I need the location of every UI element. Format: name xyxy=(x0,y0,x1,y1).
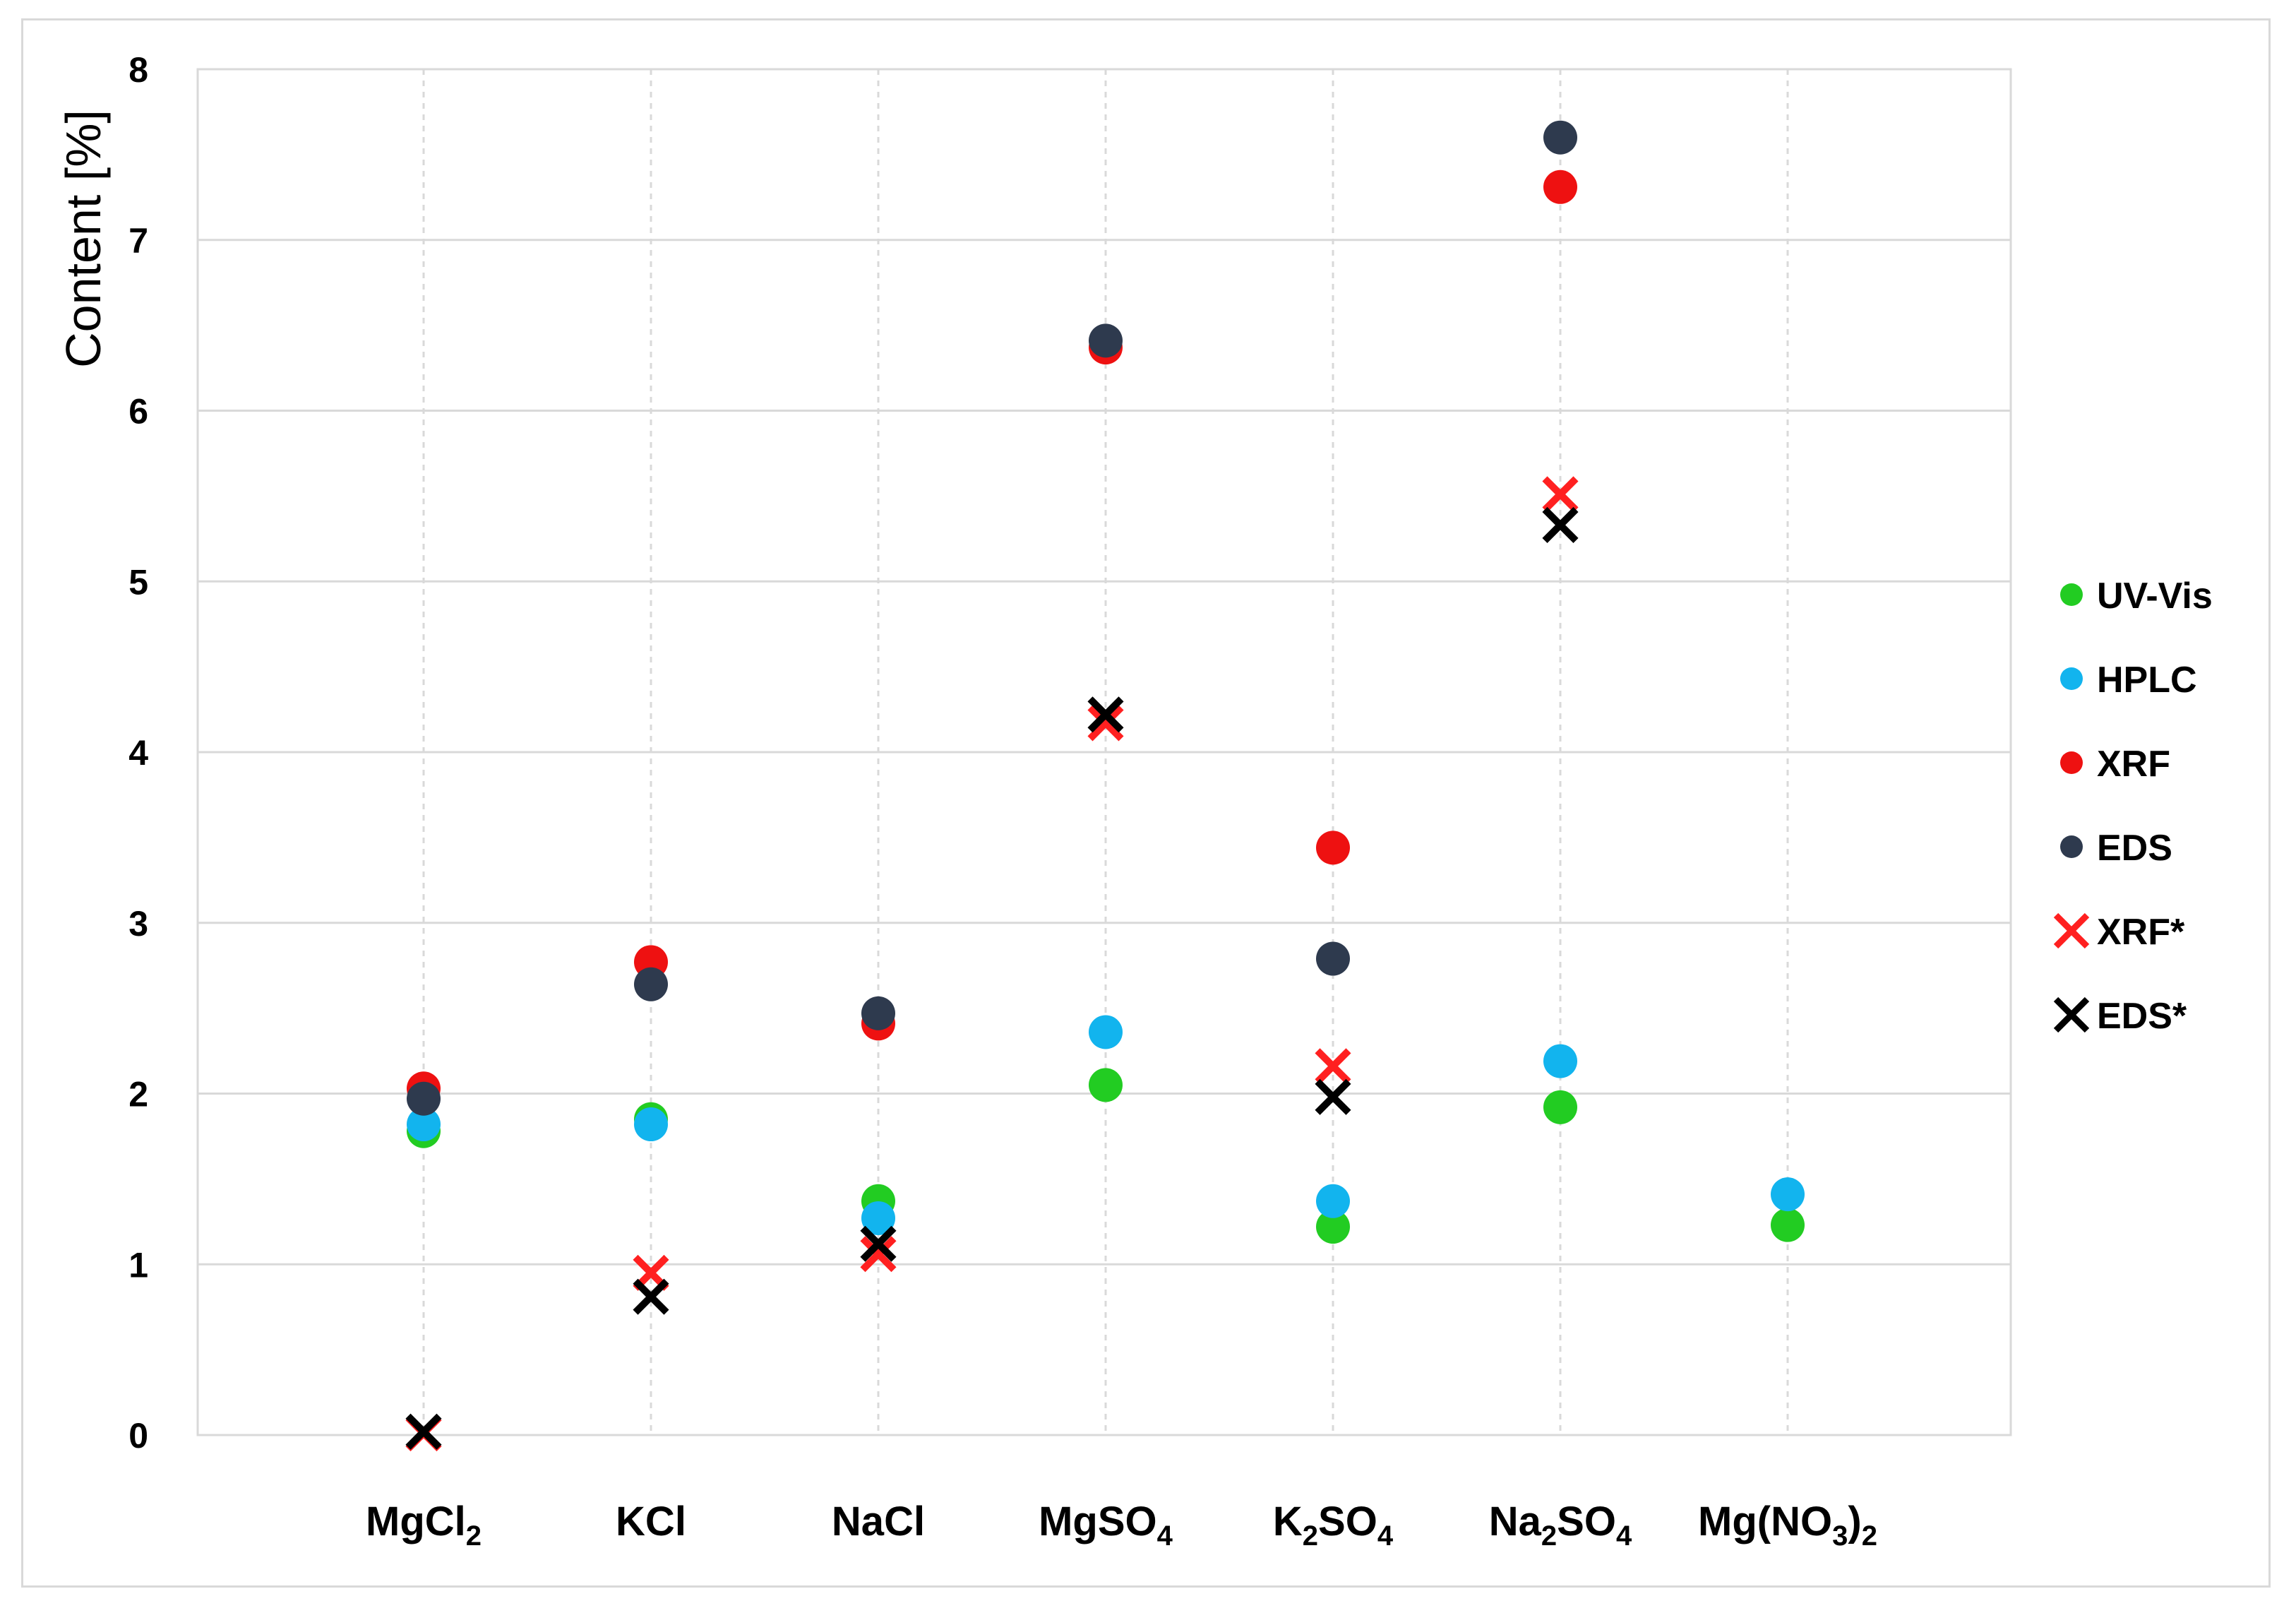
legend-label: XRF xyxy=(2097,744,2170,785)
xrf-point xyxy=(1543,169,1577,204)
legend-marker xyxy=(2060,667,2083,690)
y-tick-label: 4 xyxy=(128,733,148,773)
grid xyxy=(198,69,2011,1435)
x-category-label: NaCl xyxy=(832,1499,925,1544)
legend-marker xyxy=(2060,583,2083,606)
legend-item-eds: EDS xyxy=(2060,828,2172,869)
eds-point xyxy=(634,967,668,1001)
legend-item-hplc: HPLC xyxy=(2060,660,2197,701)
y-tick-label: 2 xyxy=(128,1075,148,1114)
eds-star-point xyxy=(1087,696,1124,733)
uv-vis-point xyxy=(1543,1090,1577,1124)
xrf-star-point xyxy=(1315,1048,1351,1085)
eds-star-point xyxy=(860,1225,897,1262)
eds-star-point xyxy=(405,1413,442,1450)
hplc-point xyxy=(634,1107,668,1142)
eds-point xyxy=(861,996,895,1030)
legend: UV-Vis HPLC XRF EDS XRF* EDS* xyxy=(2053,576,2213,1037)
legend-marker xyxy=(2060,751,2083,774)
y-tick-label: 8 xyxy=(128,50,148,90)
legend-label: HPLC xyxy=(2097,660,2197,701)
y-tick-label: 0 xyxy=(128,1416,148,1456)
legend-item-eds-star: EDS* xyxy=(2053,996,2187,1037)
hplc-point xyxy=(1089,1015,1123,1049)
plot-area xyxy=(196,68,2012,1436)
xrf-star-point xyxy=(1542,476,1579,513)
legend-item-xrf-star: XRF* xyxy=(2053,912,2185,953)
uv-vis-point xyxy=(1089,1068,1123,1102)
uv-vis-point xyxy=(1316,1210,1350,1244)
eds-star-point xyxy=(1542,506,1579,544)
eds-point xyxy=(1316,941,1350,976)
y-tick-label: 6 xyxy=(128,392,148,431)
legend-item-uv-vis: UV-Vis xyxy=(2060,576,2213,617)
hplc-point xyxy=(407,1107,441,1142)
legend-label: XRF* xyxy=(2097,912,2185,953)
uv-vis-point xyxy=(1771,1208,1805,1242)
xrf-star-point xyxy=(1087,705,1124,742)
x-category-label: KCl xyxy=(616,1499,686,1544)
eds-star-point xyxy=(1315,1078,1351,1115)
y-tick-label: 7 xyxy=(128,221,148,261)
y-axis-ticks: 0 1 2 3 4 5 6 7 8 xyxy=(128,50,148,1456)
x-category-label: MgSO4 xyxy=(1039,1499,1173,1552)
y-tick-label: 1 xyxy=(128,1245,148,1285)
hplc-point xyxy=(1771,1177,1805,1212)
y-axis-label: Content [%] xyxy=(56,109,111,368)
eds-point xyxy=(407,1081,441,1116)
x-category-label: Na2SO4 xyxy=(1489,1499,1632,1552)
legend-marker xyxy=(2053,996,2090,1033)
hplc-point xyxy=(1543,1044,1577,1078)
hplc-point xyxy=(861,1201,895,1235)
legend-label: EDS* xyxy=(2097,996,2187,1037)
xrf-star-point xyxy=(860,1236,897,1273)
eds-point xyxy=(1543,120,1577,155)
x-category-label: Mg(NO3)2 xyxy=(1698,1499,1877,1552)
x-category-label: MgCl2 xyxy=(366,1499,482,1552)
chart-frame xyxy=(21,18,2271,1588)
legend-marker xyxy=(2060,835,2083,858)
legend-marker xyxy=(2053,912,2090,949)
eds-point xyxy=(1089,323,1123,358)
xrf-point xyxy=(1316,831,1350,865)
data-points xyxy=(405,120,1805,1452)
y-tick-label: 3 xyxy=(128,904,148,944)
x-axis-categories: MgCl2 KCl NaCl MgSO4 K2SO4 Na2SO4 Mg(NO3)2 xyxy=(366,1499,1877,1552)
legend-label: UV-Vis xyxy=(2097,576,2213,617)
eds-star-point xyxy=(633,1278,669,1315)
y-tick-label: 5 xyxy=(128,562,148,602)
x-category-label: K2SO4 xyxy=(1273,1499,1394,1552)
legend-label: EDS xyxy=(2097,828,2172,869)
legend-item-xrf: XRF xyxy=(2060,744,2170,785)
hplc-point xyxy=(1316,1184,1350,1218)
